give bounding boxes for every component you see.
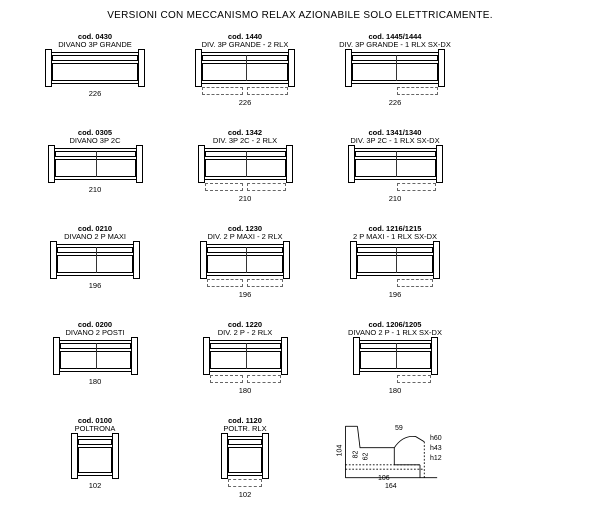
item-dimension: 196 [389,290,402,299]
item-label: DIVANO 2 POSTI [65,329,124,337]
diagram-grid: cod. 0430DIVANO 3P GRANDE226cod. 1440DIV… [0,33,600,507]
diagram-cell: cod. 0200DIVANO 2 POSTI180 [20,321,170,411]
item-label: DIVANO 3P GRANDE [58,41,132,49]
sofa-icon [348,148,443,180]
sofa-icon [345,52,445,84]
diagram-cell: cod. 1341/1340DIV. 3P 2C - 1 RLX SX-DX21… [320,129,470,219]
profile-dimension: h12 [430,455,442,462]
item-dimension: 180 [389,386,402,395]
sofa-icon [45,52,145,84]
profile-cell: 104 8262 59 h60 h43 h12 106164 [320,417,580,507]
item-dimension: 210 [389,194,402,203]
profile-dimension: 62 [362,453,369,461]
diagram-cell: cod. 0210DIVANO 2 P MAXI196 [20,225,170,315]
diagram-cell: cod. 1216/12152 P MAXI - 1 RLX SX-DX196 [320,225,470,315]
sofa-icon [50,244,140,276]
item-label: DIV. 2 P - 2 RLX [218,329,273,337]
item-label: POLTR. RLX [223,425,266,433]
diagram-cell: cod. 1120POLTR. RLX102 [170,417,320,507]
item-dimension: 226 [239,98,252,107]
sofa-icon [350,244,440,276]
diagram-cell: cod. 1230DIV. 2 P MAXI - 2 RLX196 [170,225,320,315]
profile-dimension: h43 [430,445,442,452]
item-dimension: 210 [239,194,252,203]
item-dimension: 226 [389,98,402,107]
item-label: DIV. 2 P MAXI - 2 RLX [207,233,282,241]
sofa-icon [203,340,288,372]
diagram-cell: cod. 0100POLTRONA102 [20,417,170,507]
item-dimension: 180 [239,386,252,395]
item-label: DIV. 3P 2C - 2 RLX [213,137,277,145]
profile-dimension: 106 [378,475,390,482]
sofa-icon [195,52,295,84]
diagram-cell: cod. 1220DIV. 2 P - 2 RLX180 [170,321,320,411]
sofa-icon [198,148,293,180]
page-title: VERSIONI CON MECCANISMO RELAX AZIONABILE… [0,0,600,33]
profile-dimension: h60 [430,435,442,442]
diagram-cell: cod. 1440DIV. 3P GRANDE - 2 RLX226 [170,33,320,123]
item-label: 2 P MAXI - 1 RLX SX-DX [353,233,437,241]
chair-icon [221,436,269,476]
profile-dimension: 59 [395,425,403,432]
item-label: DIVANO 3P 2C [70,137,121,145]
sofa-icon [200,244,290,276]
diagram-cell: cod. 0430DIVANO 3P GRANDE226 [20,33,170,123]
profile-dimension: 104 [336,445,343,457]
diagram-cell: cod. 0305DIVANO 3P 2C210 [20,129,170,219]
item-label: DIV. 3P 2C - 1 RLX SX-DX [350,137,439,145]
item-label: DIVANO 2 P - 1 RLX SX-DX [348,329,442,337]
sofa-icon [53,340,138,372]
chair-icon [71,436,119,476]
diagram-cell: cod. 1445/1444DIV. 3P GRANDE - 1 RLX SX-… [320,33,470,123]
item-dimension: 102 [239,490,252,499]
item-label: POLTRONA [75,425,116,433]
item-label: DIVANO 2 P MAXI [64,233,126,241]
profile-dimension: 82 [352,451,359,459]
profile-dimension: 164 [385,483,397,490]
sofa-icon [48,148,143,180]
item-label: DIV. 3P GRANDE - 1 RLX SX-DX [339,41,451,49]
diagram-cell: cod. 1342DIV. 3P 2C - 2 RLX210 [170,129,320,219]
item-label: DIV. 3P GRANDE - 2 RLX [202,41,289,49]
diagram-cell: cod. 1206/1205DIVANO 2 P - 1 RLX SX-DX18… [320,321,470,411]
sofa-icon [353,340,438,372]
item-dimension: 196 [239,290,252,299]
side-profile-icon: 104 8262 59 h60 h43 h12 106164 [330,417,450,487]
